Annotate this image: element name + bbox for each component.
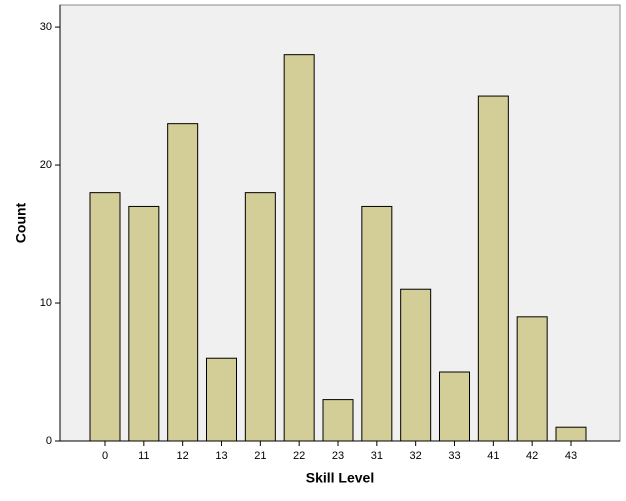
x-tick-label: 31	[371, 450, 383, 462]
x-tick-label: 41	[487, 450, 499, 462]
bar	[322, 399, 354, 442]
bar	[283, 54, 315, 442]
bar	[477, 95, 509, 442]
x-tick-label: 32	[410, 450, 422, 462]
bar	[244, 192, 276, 442]
bar	[128, 205, 160, 442]
bar	[206, 357, 237, 442]
bar	[361, 205, 393, 442]
y-axis-title: Count	[13, 202, 29, 243]
x-tick-label: 23	[332, 450, 344, 462]
x-tick-label: 11	[138, 450, 149, 462]
y-tick-label: 10	[40, 297, 52, 309]
x-tick-label: 43	[565, 450, 577, 462]
x-tick-label: 42	[526, 450, 538, 462]
y-tick-label: 0	[46, 435, 52, 447]
x-tick-label: 21	[254, 450, 266, 462]
bar	[555, 426, 587, 442]
x-tick-label: 0	[102, 450, 108, 462]
x-axis-title: Skill Level	[306, 470, 374, 486]
bar	[439, 371, 470, 442]
y-tick-label: 30	[40, 21, 52, 33]
x-tick-label: 12	[177, 450, 189, 462]
bar	[89, 192, 121, 442]
x-tick-label: 13	[215, 450, 227, 462]
x-tick-label: 22	[293, 450, 305, 462]
x-tick-label: 33	[448, 450, 460, 462]
y-tick-label: 20	[40, 159, 52, 171]
bar	[516, 316, 548, 442]
bar	[400, 288, 432, 442]
bar	[167, 123, 199, 442]
